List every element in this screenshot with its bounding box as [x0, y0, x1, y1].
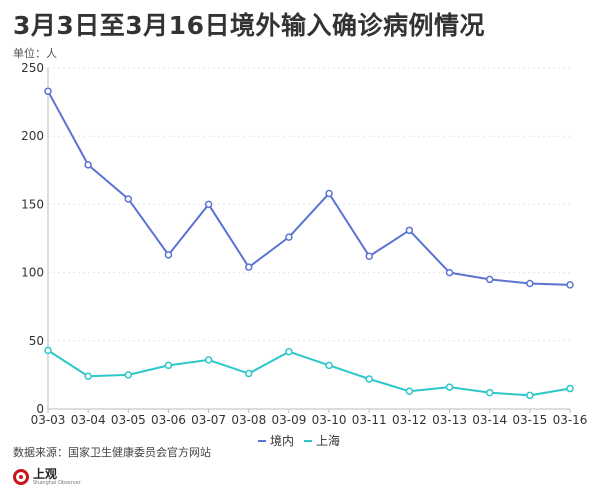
- data-point[interactable]: [44, 346, 52, 355]
- legend[interactable]: 境内 上海: [258, 433, 340, 448]
- data-point[interactable]: [566, 384, 574, 393]
- y-tick-label: 150: [21, 197, 44, 211]
- legend-item-1[interactable]: 境内: [258, 433, 294, 448]
- brand-logo: 上观 Shanghai Observer: [13, 468, 81, 486]
- x-tick-label: 03-13: [432, 413, 467, 427]
- series-2: [44, 346, 574, 400]
- legend-label: 境内: [270, 433, 294, 448]
- data-point[interactable]: [485, 275, 494, 284]
- data-point[interactable]: [164, 251, 173, 259]
- x-tick-label: 03-12: [392, 413, 427, 427]
- data-point[interactable]: [84, 161, 92, 169]
- axes: 0 50 100 150 200 250 03-03 03-04 03-05 03-06 03-07…: [21, 61, 587, 427]
- data-point[interactable]: [566, 281, 574, 289]
- data-point[interactable]: [245, 369, 253, 378]
- data-point[interactable]: [325, 361, 333, 370]
- x-tick-label: 03-10: [312, 413, 347, 427]
- data-point[interactable]: [285, 347, 293, 356]
- y-tick-label: 100: [21, 266, 44, 280]
- x-tick-label: 03-06: [151, 413, 186, 427]
- legend-item-2[interactable]: 上海: [304, 433, 340, 448]
- logo-icon: [13, 469, 29, 485]
- x-tick-label: 03-07: [191, 413, 226, 427]
- series-layer: [44, 87, 574, 400]
- data-point[interactable]: [124, 371, 133, 379]
- x-tick-label: 03-09: [271, 413, 306, 427]
- data-point[interactable]: [84, 372, 92, 381]
- x-tick-label: 03-05: [111, 413, 146, 427]
- data-source: 数据来源：国家卫生健康委员会官方网站: [13, 446, 211, 459]
- data-point[interactable]: [44, 87, 52, 95]
- x-tick-label: 03-16: [553, 413, 588, 427]
- data-point[interactable]: [485, 388, 494, 397]
- data-point[interactable]: [325, 189, 333, 198]
- legend-label: 上海: [316, 433, 340, 448]
- y-tick-label: 0: [36, 402, 44, 416]
- y-tick-label: 200: [21, 129, 44, 143]
- data-point[interactable]: [365, 375, 373, 383]
- x-tick-label: 03-15: [512, 413, 547, 427]
- data-point[interactable]: [204, 356, 213, 364]
- x-tick-label: 03-11: [352, 413, 387, 427]
- y-tick-label: 250: [21, 61, 44, 75]
- x-tick-label: 03-08: [231, 413, 266, 427]
- data-point[interactable]: [405, 226, 414, 235]
- logo-subtitle: Shanghai Observer: [33, 480, 81, 486]
- data-point[interactable]: [526, 279, 534, 288]
- data-point[interactable]: [445, 383, 454, 391]
- data-point[interactable]: [526, 391, 534, 400]
- data-point[interactable]: [204, 200, 213, 209]
- series-1: [44, 87, 574, 289]
- data-point[interactable]: [445, 268, 454, 277]
- y-tick-label: 50: [29, 334, 44, 348]
- x-tick-label: 03-04: [71, 413, 106, 427]
- data-point[interactable]: [164, 361, 173, 370]
- data-point[interactable]: [405, 387, 414, 396]
- data-point[interactable]: [124, 195, 133, 203]
- logo-name: 上观: [33, 467, 58, 481]
- unit-label: 单位：人: [13, 47, 57, 60]
- data-point[interactable]: [245, 263, 253, 271]
- data-point[interactable]: [365, 252, 373, 260]
- x-tick-label: 03-03: [31, 413, 66, 427]
- grid-lines: [48, 67, 570, 342]
- chart-title: 3月3日至3月16日境外输入确诊病例情况: [13, 11, 485, 40]
- series-line: [47, 349, 571, 397]
- x-tick-label: 03-14: [472, 413, 507, 427]
- data-point[interactable]: [285, 233, 293, 241]
- series-line: [47, 90, 571, 286]
- logo-text: 上观 Shanghai Observer: [33, 468, 81, 486]
